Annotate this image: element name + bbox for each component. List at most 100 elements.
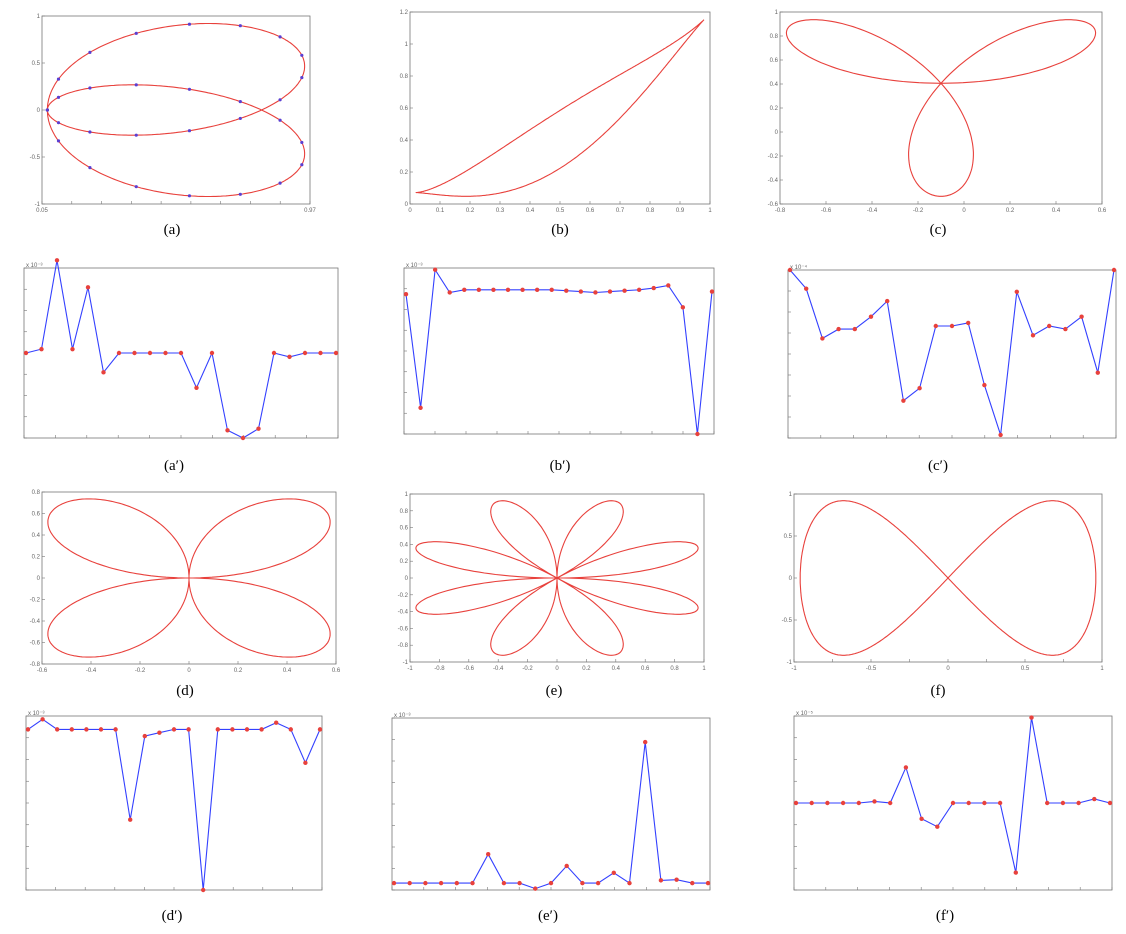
y-tick-label: 0.4	[32, 533, 41, 539]
data-point	[917, 386, 922, 391]
caption-c: (c)	[929, 222, 947, 238]
error-series	[789, 269, 1115, 436]
x-tick-label: 0.2	[1006, 208, 1015, 214]
y-tick-label: 1	[37, 14, 41, 20]
curve-point	[300, 75, 304, 80]
curve-point	[45, 108, 49, 112]
data-point	[240, 435, 246, 441]
y-tick-label: -0.8	[398, 643, 409, 649]
data-point	[423, 880, 428, 886]
caption-c2: (c′)	[928, 458, 948, 474]
data-point	[454, 880, 459, 886]
x-tick-label: -0.2	[522, 666, 533, 672]
y-tick-label: 0	[405, 576, 409, 582]
x-tick-label: 0	[946, 666, 950, 672]
x-tick-label: 0.6	[332, 668, 341, 674]
data-point	[997, 800, 1003, 806]
data-point	[674, 877, 679, 882]
panel-a: 0.05 0.97 1 0.5 0 -0.5 -1	[30, 12, 317, 214]
x-tick-label: -1	[791, 666, 797, 672]
caption-a2: (a′)	[164, 458, 184, 474]
x-tick-label: -0.4	[493, 666, 504, 672]
panel-d2: x 10⁻³	[18, 711, 326, 900]
curve-point	[88, 50, 92, 54]
data-point	[1013, 870, 1018, 875]
y-tick-label: 0.6	[770, 58, 779, 64]
y-tick-label: 1	[405, 42, 409, 48]
data-point	[128, 817, 133, 822]
chart-e2: x 10⁻³	[391, 713, 711, 891]
curve-point	[88, 86, 92, 90]
axes-frame	[41, 15, 311, 205]
data-point	[287, 354, 292, 360]
data-point	[491, 287, 496, 293]
data-point	[651, 285, 656, 291]
x-tick-label: -0.4	[86, 668, 97, 674]
data-point	[595, 880, 601, 886]
x-tick-label: 0	[962, 208, 966, 214]
y-tick-label: 0.2	[770, 106, 779, 112]
data-point	[1111, 267, 1117, 273]
data-point	[1076, 800, 1081, 806]
data-point	[1095, 370, 1100, 375]
curve-point	[56, 139, 61, 143]
curve-point	[187, 194, 192, 198]
data-point	[288, 727, 293, 732]
y-tick-label: -1	[787, 660, 793, 666]
data-point	[142, 733, 147, 739]
y-tick-label: 0.6	[400, 526, 409, 532]
y-tick-label: 0	[37, 108, 41, 114]
axes-frame	[25, 715, 323, 891]
data-point	[593, 290, 598, 295]
y-tick-label: -0.6	[398, 626, 409, 632]
curve-point	[278, 181, 282, 185]
y-tick-label: 0.4	[770, 82, 779, 88]
data-point	[194, 385, 199, 390]
data-point	[201, 887, 206, 893]
data-point	[225, 428, 230, 433]
panel-f2: x 10⁻⁵	[786, 710, 1116, 900]
data-point	[391, 880, 397, 886]
data-point	[825, 800, 830, 806]
x-tick-label: 0.2	[466, 208, 475, 214]
y-tick-label: -0.4	[768, 178, 779, 184]
data-point	[1047, 323, 1052, 329]
curve-point	[56, 95, 61, 99]
data-point	[888, 800, 893, 806]
chart-c2: x 10⁻⁴	[787, 264, 1117, 439]
data-point	[476, 287, 482, 293]
data-point	[171, 727, 177, 732]
caption-a: (a)	[163, 222, 181, 238]
data-point	[872, 799, 877, 804]
data-point	[695, 431, 700, 437]
x-tick-label: -0.8	[775, 208, 786, 214]
curve-point	[88, 130, 92, 134]
data-point	[564, 288, 569, 293]
data-point	[982, 382, 987, 388]
curve-point	[56, 121, 61, 125]
data-point	[998, 432, 1003, 438]
data-point	[98, 727, 104, 732]
data-point	[23, 350, 29, 356]
chart-e: -1 -0.8 -0.6 -0.4 -0.2 0 0.2 0.4 0.6 0.8 1 1 0.8 0.6 0…	[398, 492, 707, 672]
x-tick-label: 0.4	[612, 666, 621, 672]
data-point	[333, 350, 339, 356]
data-point	[113, 727, 118, 732]
y-tick-label: -1	[403, 660, 409, 666]
data-point	[432, 267, 438, 272]
data-point	[39, 346, 44, 352]
data-point	[303, 760, 308, 766]
curve-series	[415, 500, 699, 656]
data-point	[966, 800, 971, 806]
data-point	[1063, 326, 1068, 332]
data-point	[101, 370, 106, 375]
x-tick-label: 0	[555, 666, 559, 672]
data-point	[55, 727, 60, 732]
data-point	[116, 350, 122, 356]
y-tick-label: -0.2	[30, 598, 41, 604]
x-tick-label: -0.6	[464, 666, 475, 672]
data-point	[1079, 314, 1084, 319]
data-point	[840, 800, 846, 806]
data-point	[407, 880, 412, 886]
data-point	[658, 878, 664, 883]
